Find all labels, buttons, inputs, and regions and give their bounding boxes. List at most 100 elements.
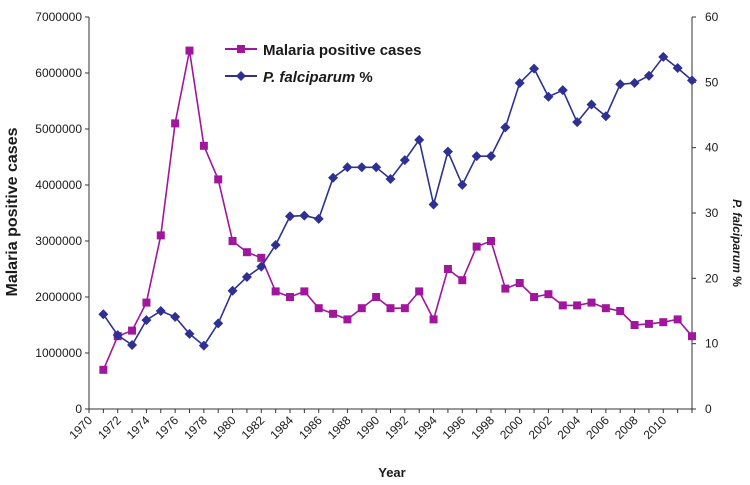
data-point xyxy=(673,315,682,324)
data-point xyxy=(228,237,237,245)
data-point xyxy=(629,77,640,88)
data-point xyxy=(428,199,439,210)
data-point xyxy=(142,298,151,307)
legend-cases-label: Malaria positive cases xyxy=(263,42,421,59)
x-tick-label: 2008 xyxy=(612,413,641,442)
data-point xyxy=(356,162,367,173)
right-tick-label: 0 xyxy=(705,402,712,416)
x-axis-title: Year xyxy=(378,465,405,480)
data-point xyxy=(529,63,540,74)
right-tick-label: 10 xyxy=(705,337,719,351)
x-tick-label: 1974 xyxy=(124,413,153,442)
data-point xyxy=(299,210,310,221)
x-tick-label: 2000 xyxy=(497,413,526,442)
data-point xyxy=(442,146,453,157)
data-point xyxy=(171,119,180,128)
data-point xyxy=(414,134,425,145)
left-tick-label: 7000000 xyxy=(35,10,82,24)
data-point xyxy=(586,99,597,110)
data-point xyxy=(213,318,224,329)
data-point xyxy=(487,237,495,245)
data-point xyxy=(371,162,382,173)
x-axis: 1970 1972 1974 1976 1978 1980 1982 1984 1986 1988… xyxy=(66,409,693,442)
data-point xyxy=(372,293,381,301)
data-point xyxy=(687,75,697,86)
data-point xyxy=(688,332,696,341)
data-point xyxy=(643,70,654,81)
data-point xyxy=(400,304,409,313)
data-point xyxy=(155,306,166,316)
left-tick-label: 6000000 xyxy=(35,66,82,80)
series-falciparum xyxy=(98,51,697,351)
right-axis-title-unit: % xyxy=(730,273,744,287)
data-point xyxy=(385,174,396,185)
x-tick-label: 1998 xyxy=(468,413,497,442)
data-point xyxy=(616,307,625,315)
data-point xyxy=(271,287,280,296)
x-tick-label: 1970 xyxy=(66,413,95,442)
x-tick-label: 2010 xyxy=(641,413,670,442)
data-point xyxy=(630,321,639,329)
x-tick-label: 2004 xyxy=(554,413,583,442)
data-point xyxy=(343,315,352,324)
data-point xyxy=(127,339,138,350)
data-point xyxy=(257,253,266,262)
data-point xyxy=(587,298,596,307)
left-axis-title: Malaria positive cases xyxy=(4,127,21,296)
legend-item-cases: Malaria positive cases xyxy=(225,42,421,59)
data-point xyxy=(672,62,683,73)
x-tick-label: 1994 xyxy=(411,413,440,442)
data-point xyxy=(644,319,653,328)
x-tick-label: 1992 xyxy=(382,413,411,442)
x-tick-label: 2006 xyxy=(583,413,612,442)
series-line xyxy=(102,55,693,347)
x-tick-label: 2002 xyxy=(526,413,555,442)
series-line xyxy=(102,50,693,371)
data-point xyxy=(457,179,468,190)
data-point xyxy=(328,172,339,183)
data-point xyxy=(313,213,324,224)
data-point xyxy=(544,290,553,299)
data-point xyxy=(329,309,338,318)
left-tick-label: 1000000 xyxy=(35,346,82,360)
data-point xyxy=(242,248,251,257)
legend-falciparum-species: P. falciparum xyxy=(263,69,355,86)
series-layer xyxy=(98,46,697,374)
legend-item-falciparum: P. falciparum % xyxy=(225,69,373,86)
data-point xyxy=(415,287,424,296)
data-point xyxy=(314,304,323,313)
data-point xyxy=(543,91,554,102)
data-point xyxy=(472,242,481,251)
legend-cases-marker xyxy=(237,45,245,53)
data-point xyxy=(156,231,165,240)
x-tick-label: 1976 xyxy=(152,413,181,442)
data-point xyxy=(198,340,209,351)
right-tick-label: 30 xyxy=(705,206,719,220)
right-tick-label: 60 xyxy=(705,10,719,24)
legend-falciparum-unit: % xyxy=(355,69,373,86)
left-tick-label: 0 xyxy=(75,402,82,416)
right-axis-title: P. falciparum % xyxy=(730,199,744,287)
data-point xyxy=(386,304,395,313)
data-point xyxy=(600,111,611,122)
right-tick-label: 20 xyxy=(705,271,719,285)
data-point xyxy=(658,51,669,62)
data-point xyxy=(99,365,108,374)
x-tick-label: 1990 xyxy=(353,413,382,442)
data-point xyxy=(601,304,610,313)
right-tick-label: 50 xyxy=(705,75,719,89)
data-point xyxy=(530,293,539,301)
data-point xyxy=(458,276,467,285)
data-point xyxy=(573,301,582,310)
data-point xyxy=(558,301,567,310)
data-point xyxy=(429,315,438,324)
data-point xyxy=(443,265,452,273)
data-point xyxy=(270,240,281,251)
data-point xyxy=(399,155,410,166)
left-tick-label: 4000000 xyxy=(35,178,82,192)
right-axis-title-species: P. falciparum xyxy=(730,199,744,273)
data-point xyxy=(241,272,252,283)
data-point xyxy=(98,309,109,320)
data-point xyxy=(471,151,482,162)
